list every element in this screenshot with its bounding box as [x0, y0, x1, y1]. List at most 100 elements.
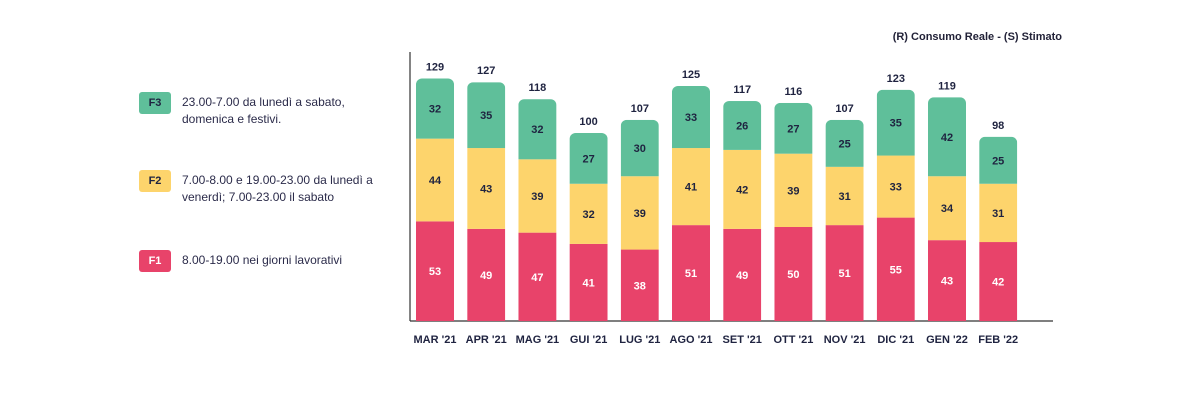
legend-text-f1: 8.00-19.00 nei giorni lavorativi [182, 253, 343, 267]
total-label: 107 [835, 103, 853, 115]
x-tick-label: OTT '21 [773, 334, 813, 346]
bar-segment-f3 [825, 119, 864, 167]
total-label: 107 [631, 103, 649, 115]
x-tick-label: NOV '21 [824, 334, 866, 346]
data-label-f1: 42 [992, 277, 1004, 289]
data-label-f3: 32 [531, 124, 543, 136]
data-label-f2: 39 [531, 191, 543, 203]
bar-segment-f3 [569, 133, 608, 184]
data-label-f3: 42 [941, 132, 953, 144]
data-label-f1: 55 [890, 264, 902, 276]
bar-segment-f2 [518, 159, 557, 233]
legend-item-f3: F3 23.00-7.00 da lunedì a sabato, domeni… [139, 92, 382, 128]
bar-segment-f2 [928, 176, 966, 241]
x-tick-label: LUG '21 [619, 334, 660, 346]
data-label-f1: 41 [582, 277, 594, 289]
bar-segment-f2 [876, 155, 915, 218]
data-label-f1: 51 [685, 268, 697, 280]
total-label: 119 [938, 80, 956, 92]
bar-group [620, 119, 659, 321]
legend-swatch-f2: F2 [139, 170, 171, 192]
x-tick-label: DIC '21 [877, 334, 914, 346]
bar-segment-f1 [928, 240, 966, 321]
bar-segment-f1 [672, 225, 710, 321]
bar-segment-f1 [876, 217, 915, 321]
total-label: 117 [733, 84, 751, 96]
total-label: 116 [785, 86, 803, 98]
bar-segment-f3 [723, 101, 762, 150]
total-label: 125 [682, 69, 700, 81]
data-label-f1: 43 [941, 276, 953, 288]
legend-text-f3: 23.00-7.00 da lunedì a sabato, domenica … [182, 95, 345, 126]
x-tick-label: APR '21 [466, 334, 507, 346]
bar-segment-f1 [518, 232, 557, 321]
legend-item-f2: F2 7.00-8.00 e 19.00-23.00 da lunedì a v… [139, 170, 382, 206]
data-label-f2: 42 [736, 184, 748, 196]
bar-segment-f2 [774, 153, 813, 227]
bar-group [672, 86, 710, 321]
bar-segment-f1 [620, 249, 659, 321]
x-tick-label: GUI '21 [570, 334, 607, 346]
total-label: 118 [529, 82, 547, 94]
data-label-f1: 50 [787, 269, 799, 281]
data-label-f3: 35 [480, 110, 492, 122]
bar-segment-f3 [672, 86, 710, 149]
bar-segment-f2 [723, 149, 762, 229]
data-label-f3: 26 [736, 120, 748, 132]
bar-segment-f3 [416, 78, 454, 139]
x-tick-label: SET '21 [723, 334, 762, 346]
data-label-f1: 53 [429, 266, 441, 278]
data-label-f3: 33 [685, 112, 697, 124]
bar-group [928, 97, 966, 321]
data-label-f1: 49 [736, 270, 748, 282]
bar-segment-f3 [876, 89, 915, 156]
bar-segment-f1 [416, 221, 454, 321]
data-label-f1: 38 [634, 280, 646, 292]
total-label: 100 [579, 116, 597, 128]
bar-group [416, 78, 454, 321]
bar-group [569, 133, 608, 321]
data-label-f2: 33 [890, 182, 902, 194]
bar-segment-f3 [467, 82, 506, 149]
bar-group [723, 101, 762, 321]
bar-group [467, 82, 506, 321]
bar-group [518, 99, 557, 321]
total-label: 123 [887, 73, 905, 85]
bar-segment-f2 [979, 183, 1018, 243]
bar-segment-f2 [825, 166, 864, 226]
bar-segment-f3 [620, 119, 659, 177]
legend-swatch-f3: F3 [139, 92, 171, 114]
bar-group [774, 102, 813, 321]
total-label: 98 [992, 120, 1004, 132]
data-label-f3: 27 [787, 123, 799, 135]
legend-item-f1: F1 8.00-19.00 nei giorni lavorativi [139, 250, 382, 272]
data-label-f3: 25 [838, 138, 850, 150]
x-tick-label: GEN '22 [926, 334, 968, 346]
data-label-f3: 27 [582, 153, 594, 165]
bar-segment-f1 [723, 228, 762, 321]
bar-segment-f2 [620, 176, 659, 250]
bar-segment-f1 [825, 225, 864, 321]
total-label: 129 [426, 61, 444, 73]
bar-segment-f1 [569, 243, 608, 321]
bar-segment-f3 [518, 99, 557, 160]
x-tick-label: MAR '21 [414, 334, 457, 346]
bar-segment-f1 [979, 242, 1018, 321]
total-label: 127 [477, 65, 495, 77]
data-label-f2: 39 [787, 185, 799, 197]
bar-group [825, 119, 864, 321]
data-label-f1: 49 [480, 270, 492, 282]
bar-segment-f3 [774, 102, 813, 154]
data-label-f2: 31 [838, 191, 850, 203]
data-label-f3: 25 [992, 155, 1004, 167]
bar-segment-f2 [416, 138, 454, 222]
data-label-f3: 32 [429, 104, 441, 116]
bar-segment-f2 [569, 183, 608, 244]
bar-segment-f2 [467, 148, 506, 229]
data-label-f2: 41 [685, 182, 697, 194]
data-label-f2: 39 [634, 208, 646, 220]
data-label-f2: 44 [429, 175, 442, 187]
legend-text-f2: 7.00-8.00 e 19.00-23.00 da lunedì a vene… [182, 173, 373, 204]
x-tick-label: AGO '21 [670, 334, 713, 346]
